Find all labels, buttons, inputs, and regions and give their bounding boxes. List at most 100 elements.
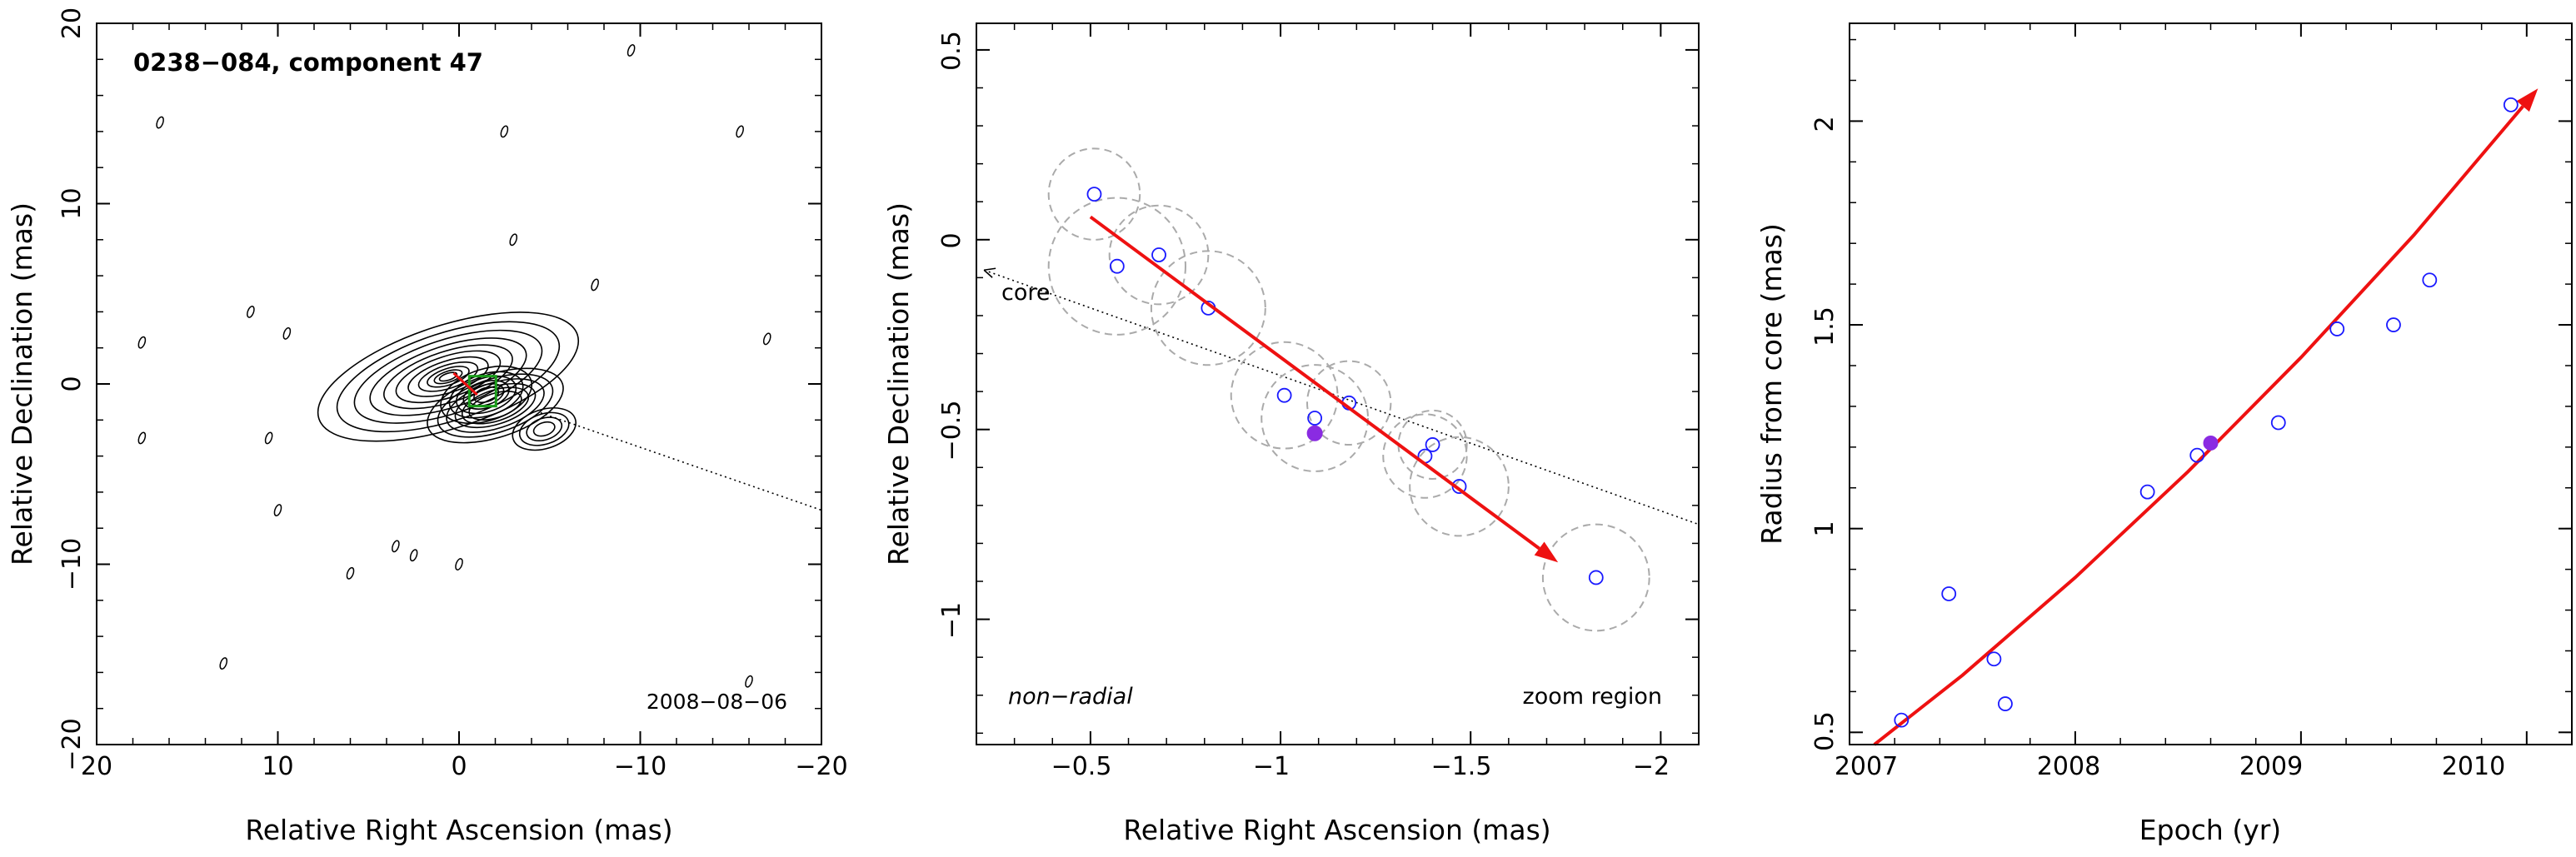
jet-direction-line xyxy=(540,411,822,511)
component-positions xyxy=(1086,187,1604,585)
right-y-tick-label: 1 xyxy=(1810,521,1840,536)
noise-contour xyxy=(219,657,228,670)
component-size-circle xyxy=(1305,360,1392,446)
right-x-tick-label: 2010 xyxy=(2442,752,2505,781)
radius-points xyxy=(1894,97,2519,728)
left-x-tick-label: 10 xyxy=(262,752,293,781)
component-size-circle xyxy=(1541,523,1650,632)
component-trail xyxy=(452,371,478,396)
left-x-tick-label: 0 xyxy=(451,752,467,781)
contour-level xyxy=(526,416,563,441)
right-y-tick-label: 2 xyxy=(1810,116,1840,132)
contour-level xyxy=(518,411,570,446)
middle-axis-ticks xyxy=(976,23,1700,745)
right-y-tick-label: 1.5 xyxy=(1810,306,1840,346)
left-plot-frame xyxy=(96,22,822,745)
noise-contour xyxy=(273,504,282,516)
component-size-circle xyxy=(1047,197,1186,336)
noise-contour xyxy=(762,332,771,346)
noise-contour xyxy=(736,125,744,138)
component-point xyxy=(1151,247,1166,262)
middle-x-tick-label: −1.5 xyxy=(1431,752,1492,781)
noise-contour xyxy=(282,326,292,340)
left-panel-title: 0238−084, component 47 xyxy=(133,48,483,77)
middle-panel: core non−radial zoom region −0.5 −1 −1.5… xyxy=(882,22,1700,846)
radius-point xyxy=(2189,447,2205,463)
noise-contour xyxy=(156,116,164,129)
core-direction-line xyxy=(983,269,1700,526)
left-y-tick-label: −10 xyxy=(57,538,87,590)
component-size-circle xyxy=(1108,204,1210,306)
component-size-circle xyxy=(1150,250,1266,366)
left-y-tick-label: 20 xyxy=(57,7,87,39)
middle-y-tick-label: 0 xyxy=(937,232,966,248)
contour-level xyxy=(427,366,470,388)
contour-map xyxy=(317,311,580,451)
contour-level xyxy=(454,382,537,429)
left-x-tick-label: 20 xyxy=(81,752,112,781)
radius-point xyxy=(2422,272,2438,288)
component-size-circle xyxy=(1047,147,1141,241)
radius-point xyxy=(2329,321,2345,336)
contour-level xyxy=(433,369,463,385)
left-y-tick-label: 0 xyxy=(57,376,87,391)
fit-arrow-shaft xyxy=(1089,215,1540,551)
component-point xyxy=(1109,258,1125,274)
left-y-axis-label: Relative Declination (mas) xyxy=(6,202,38,566)
contour-level xyxy=(336,321,561,433)
middle-y-tick-label: −1 xyxy=(937,602,966,639)
radius-point xyxy=(1998,696,2013,711)
right-x-tick-label: 2007 xyxy=(1835,752,1898,781)
middle-y-axis-label: Relative Declination (mas) xyxy=(882,202,915,566)
contour-level xyxy=(438,371,458,382)
left-panel: 0238−084, component 47 2008−08−06 20 10 … xyxy=(6,7,848,846)
radius-point xyxy=(2386,317,2401,332)
noise-contour xyxy=(346,566,355,580)
noise-contour xyxy=(500,125,509,138)
contour-level xyxy=(446,378,545,433)
right-y-axis-label: Radius from core (mas) xyxy=(1755,223,1788,545)
right-y-tick-label: 0.5 xyxy=(1810,711,1840,751)
zoom-region-label: zoom region xyxy=(1523,684,1662,710)
core-direction-line xyxy=(983,267,1700,526)
component-box xyxy=(467,375,497,408)
epoch-date-label: 2008−08−06 xyxy=(646,690,787,714)
fit-arrow-head xyxy=(1534,541,1559,563)
component-size-circle xyxy=(1382,413,1468,499)
radius-point xyxy=(2139,484,2155,500)
radius-point xyxy=(2270,415,2286,431)
middle-x-tick-label: −0.5 xyxy=(1051,752,1112,781)
radius-point xyxy=(1894,712,1910,728)
component-size-circle xyxy=(1230,341,1339,450)
contour-level xyxy=(461,386,530,425)
noise-contour xyxy=(137,431,147,445)
middle-x-axis-label: Relative Right Ascension (mas) xyxy=(1123,814,1550,846)
component-point xyxy=(1307,411,1323,426)
component-size-circle xyxy=(1409,436,1510,537)
contour-level xyxy=(417,361,479,392)
contour-level xyxy=(532,421,556,437)
fit-curve-line xyxy=(1873,105,2524,746)
left-y-tick-label: −20 xyxy=(57,718,87,770)
radius-point xyxy=(1986,651,2002,667)
contour-level xyxy=(512,407,577,451)
component-point xyxy=(1276,387,1292,403)
highlight-point xyxy=(2203,435,2219,451)
jet-direction-line xyxy=(540,411,822,511)
left-x-axis-label: Relative Right Ascension (mas) xyxy=(245,814,672,846)
fit-curve xyxy=(1873,88,2539,746)
component-size-circles xyxy=(1047,147,1650,632)
middle-plot-frame xyxy=(976,22,1700,745)
radius-point xyxy=(1941,586,1957,601)
fit-curve-arrowhead xyxy=(2516,88,2539,112)
core-label: core xyxy=(1001,280,1050,306)
middle-y-tick-label: 0.5 xyxy=(937,31,966,71)
noise-contour xyxy=(409,549,418,562)
noise-contour xyxy=(137,336,147,349)
right-axis-ticks xyxy=(1849,23,2573,745)
left-x-tick-label: −20 xyxy=(795,752,847,781)
highlight-point xyxy=(1306,425,1323,441)
contour-level xyxy=(353,329,543,424)
